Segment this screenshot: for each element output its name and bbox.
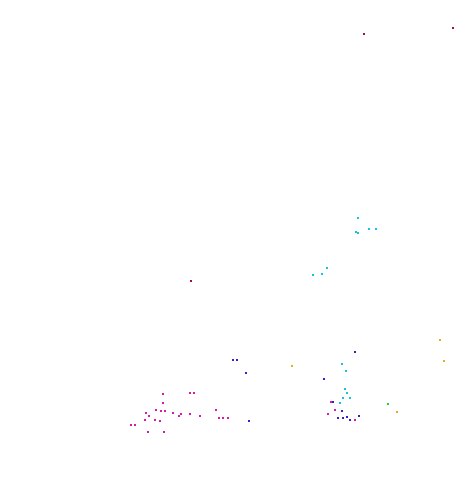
scatter-point <box>349 397 351 399</box>
scatter-point <box>159 420 161 422</box>
scatter-point <box>354 419 356 421</box>
scatter-point <box>330 401 332 403</box>
scatter-point <box>178 415 180 417</box>
scatter-point <box>334 409 336 411</box>
scatter-point <box>193 392 195 394</box>
scatter-point <box>345 370 347 372</box>
scatter-point <box>218 417 220 419</box>
scatter-point <box>147 431 149 433</box>
scatter-point <box>354 351 356 353</box>
scatter-point <box>368 228 370 230</box>
scatter-point <box>190 280 192 282</box>
scatter-point <box>341 410 343 412</box>
scatter-point <box>341 363 343 365</box>
scatter-point <box>355 231 357 233</box>
scatter-point <box>323 378 325 380</box>
scatter-point <box>145 412 147 414</box>
scatter-point <box>189 392 191 394</box>
scatter-point <box>162 393 164 395</box>
scatter-point <box>363 33 365 35</box>
scatter-point <box>439 339 441 341</box>
scatter-point <box>443 360 445 362</box>
scatter-point <box>387 403 389 405</box>
scatter-point <box>160 410 162 412</box>
scatter-point <box>215 409 217 411</box>
scatter-point <box>344 388 346 390</box>
scatter-point <box>227 417 229 419</box>
scatter-point <box>154 419 156 421</box>
scatter-point <box>346 416 348 418</box>
scatter-point <box>349 419 351 421</box>
scatter-point <box>189 413 191 415</box>
scatter-point <box>452 27 454 29</box>
scatter-point <box>232 359 234 361</box>
scatter-point <box>163 431 165 433</box>
scatter-point <box>236 359 238 361</box>
scatter-point <box>357 217 359 219</box>
scatter-point <box>375 228 377 230</box>
scatter-point <box>321 273 323 275</box>
scatter-point <box>130 424 132 426</box>
scatter-point <box>346 392 348 394</box>
scatter-point <box>245 372 247 374</box>
scatter-point <box>144 419 146 421</box>
scatter-point <box>357 232 359 234</box>
scatter-point <box>222 417 224 419</box>
scatter-point <box>339 402 341 404</box>
scatter-point <box>312 274 314 276</box>
scatter-point <box>172 412 174 414</box>
scatter-point <box>396 411 398 413</box>
scatter-point <box>337 417 339 419</box>
scatter-point <box>180 413 182 415</box>
scatter-point <box>162 402 164 404</box>
scatter-point <box>155 409 157 411</box>
scatter-point <box>199 415 201 417</box>
scatter-point <box>358 415 360 417</box>
scatter-point <box>134 424 136 426</box>
scatter-point <box>326 267 328 269</box>
scatter-point <box>332 401 334 403</box>
scatter-point <box>248 420 250 422</box>
scatter-point <box>342 417 344 419</box>
scatter-point <box>342 397 344 399</box>
scatter-point <box>291 365 293 367</box>
scatter-point <box>327 413 329 415</box>
scatter-point <box>148 415 150 417</box>
scatter-point <box>164 410 166 412</box>
